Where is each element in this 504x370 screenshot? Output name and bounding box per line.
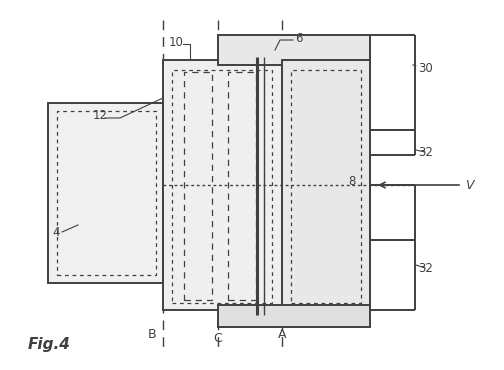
Text: 32: 32 [418,262,433,275]
Bar [218,305,370,327]
Text: B: B [148,329,156,342]
Bar [172,70,272,303]
Text: V: V [465,178,473,192]
Text: 32: 32 [418,145,433,158]
Bar [291,70,361,303]
Text: A: A [278,329,286,342]
Bar [282,60,370,310]
Text: 4: 4 [52,225,59,239]
Text: 30: 30 [418,61,433,74]
Bar [163,60,282,310]
Text: 6: 6 [295,31,302,44]
Text: C: C [214,332,222,344]
Bar [228,72,256,300]
Bar [48,103,163,283]
Text: Fig.4: Fig.4 [28,337,71,353]
Bar [218,35,370,65]
Bar [57,111,156,275]
Text: 8: 8 [348,175,355,188]
Text: 10: 10 [169,36,184,48]
Text: 12: 12 [93,108,108,121]
Bar [184,72,212,300]
